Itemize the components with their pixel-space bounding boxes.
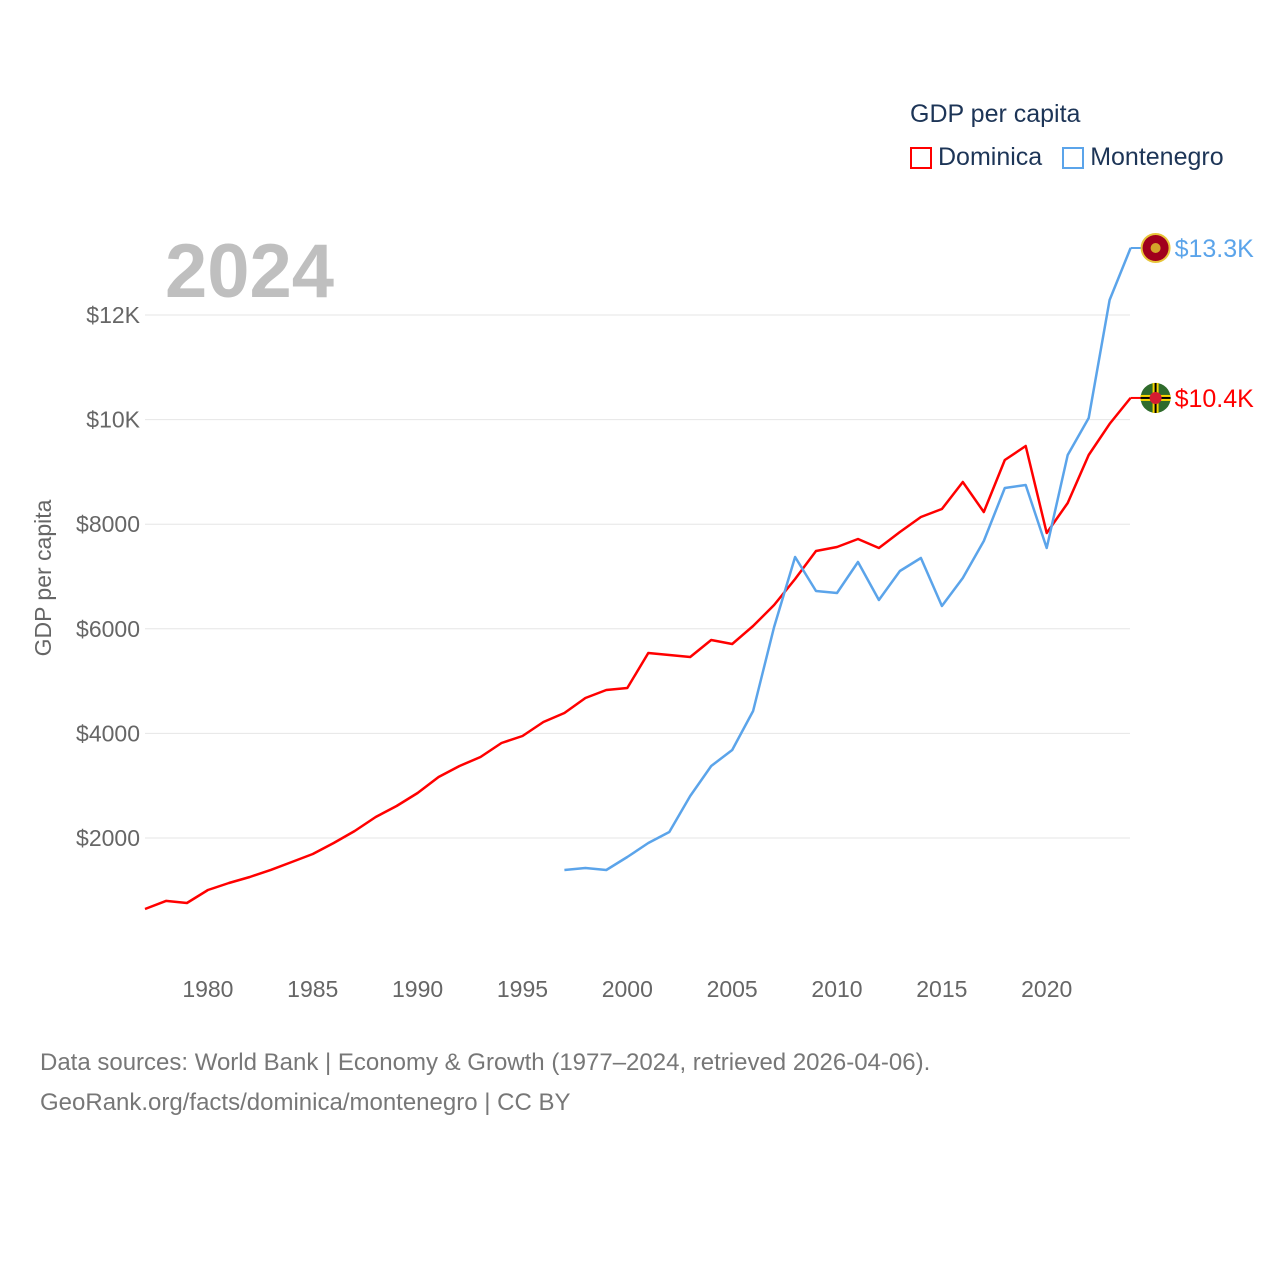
legend-swatch-dominica (910, 146, 932, 169)
x-tick-label: 1995 (497, 976, 548, 1002)
legend-swatch-montenegro (1062, 146, 1085, 169)
x-tick-label: 1990 (392, 976, 443, 1002)
footer: Data sources: World Bank | Economy & Gro… (40, 1043, 930, 1123)
x-tick-label: 2000 (602, 976, 653, 1002)
series-line-montenegro (564, 247, 1132, 872)
y-tick-label: $6000 (76, 616, 140, 642)
x-tick-label: 2010 (811, 976, 862, 1002)
year-label: 2024 (165, 229, 335, 314)
legend-item-dominica[interactable]: Dominica (910, 143, 1042, 172)
x-tick-label: 2020 (1021, 976, 1072, 1002)
y-axis-title: GDP per capita (30, 499, 56, 656)
end-value-label: $13.3K (1175, 235, 1255, 263)
source-link[interactable]: GeoRank.org/facts/dominica/montenegro | … (40, 1089, 571, 1116)
y-tick-label: $2000 (76, 825, 140, 851)
data-sources: Data sources: World Bank | Economy & Gro… (40, 1049, 931, 1076)
end-value-label: $10.4K (1175, 385, 1255, 413)
x-tick-label: 1980 (182, 976, 233, 1002)
series-line-dominica (144, 397, 1132, 911)
legend-label: Montenegro (1090, 143, 1224, 171)
flag-disc (1149, 391, 1162, 404)
legend: Dominica Montenegro (910, 143, 1224, 172)
x-tick-label: 1985 (287, 976, 338, 1002)
flag-emblem (1150, 243, 1161, 254)
legend-label: Dominica (938, 143, 1043, 171)
x-tick-label: 2015 (916, 976, 967, 1002)
y-tick-label: $8000 (76, 511, 140, 537)
y-tick-label: $10K (86, 407, 140, 433)
y-tick-label: $12K (86, 302, 140, 328)
legend-title: GDP per capita (910, 100, 1081, 128)
y-tick-label: $4000 (76, 720, 140, 746)
x-tick-label: 2005 (707, 976, 758, 1002)
legend-item-montenegro[interactable]: Montenegro (1062, 143, 1224, 172)
